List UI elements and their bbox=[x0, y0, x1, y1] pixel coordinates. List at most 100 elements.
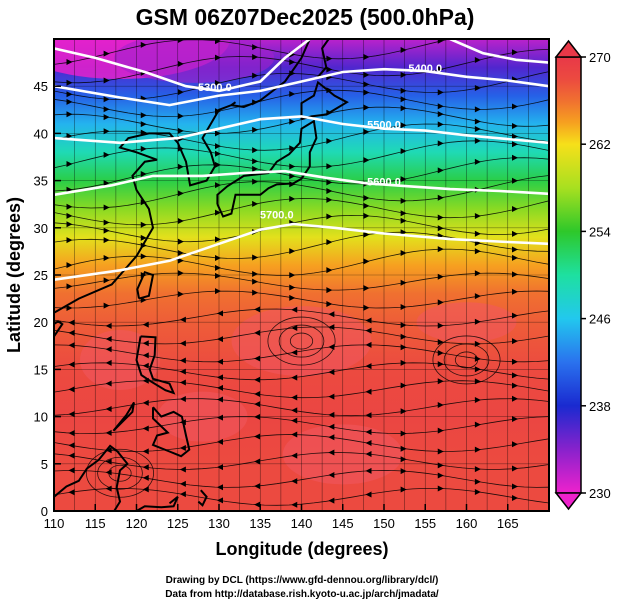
y-axis-ticks: 0 5 10 15 20 25 30 35 40 45 bbox=[34, 79, 61, 519]
wind-arrow bbox=[66, 237, 73, 244]
y-tick-label: 5 bbox=[41, 457, 48, 472]
wind-arrow bbox=[474, 318, 481, 325]
height-contour bbox=[54, 67, 549, 107]
coastline bbox=[151, 406, 191, 458]
wind-arrow bbox=[400, 250, 407, 257]
x-tick-label: 155 bbox=[414, 516, 436, 531]
wind-arrow bbox=[400, 71, 407, 78]
wind-arrow bbox=[512, 372, 518, 379]
height-contour-label: 5400.0 bbox=[408, 63, 442, 75]
streamline bbox=[54, 214, 549, 243]
wind-arrow bbox=[252, 254, 259, 261]
wind-arrow bbox=[179, 480, 186, 487]
wind-arrow bbox=[400, 468, 407, 475]
wind-arrow bbox=[363, 202, 370, 209]
wind-arrow bbox=[68, 319, 75, 326]
wind-arrow bbox=[512, 141, 518, 148]
height-contour-label: 5700.0 bbox=[260, 209, 294, 221]
wind-arrow bbox=[105, 458, 112, 465]
wind-arrow bbox=[512, 122, 518, 129]
streamline bbox=[54, 452, 549, 470]
wind-arrow bbox=[512, 382, 518, 389]
wind-arrow bbox=[254, 390, 261, 397]
x-tick-label: 140 bbox=[291, 516, 313, 531]
coastline bbox=[136, 496, 179, 511]
wind-arrow bbox=[66, 262, 73, 269]
wind-arrow bbox=[140, 112, 147, 119]
wind-arrow bbox=[512, 271, 518, 278]
plot-area: 5300.0 5400.0 5500.0 5600.0 5700.0 bbox=[54, 39, 549, 511]
wind-arrow bbox=[328, 497, 335, 504]
wind-arrow bbox=[215, 130, 221, 137]
wind-arrow bbox=[474, 158, 481, 165]
wind-arrow bbox=[437, 121, 444, 128]
wind-arrow bbox=[328, 369, 335, 376]
x-tick-label: 120 bbox=[126, 516, 148, 531]
wind-arrow bbox=[326, 163, 333, 170]
coastline bbox=[135, 335, 176, 395]
coastline bbox=[300, 80, 349, 121]
wind-arrow bbox=[400, 382, 407, 389]
colorbar-bottom-arrow bbox=[554, 492, 583, 511]
wind-arrow bbox=[365, 341, 372, 348]
x-tick-label: 135 bbox=[249, 516, 271, 531]
wind-arrow bbox=[365, 412, 372, 419]
wind-arrow bbox=[177, 257, 184, 264]
wind-arrow bbox=[400, 217, 407, 224]
wind-arrow bbox=[215, 182, 221, 189]
circulation-ring bbox=[278, 324, 325, 358]
wind-arrow bbox=[140, 171, 147, 178]
wind-arrow bbox=[289, 163, 296, 170]
wind-arrow bbox=[363, 258, 370, 265]
wind-arrow bbox=[66, 160, 73, 167]
wind-arrow bbox=[177, 238, 184, 245]
wind-arrow bbox=[291, 478, 298, 485]
wind-arrow bbox=[217, 484, 223, 491]
wind-arrow bbox=[103, 302, 110, 309]
wind-arrow bbox=[140, 234, 147, 241]
wind-arrow bbox=[103, 219, 110, 226]
wind-arrow bbox=[103, 277, 110, 284]
wind-arrow bbox=[103, 106, 110, 113]
wind-arrow bbox=[437, 103, 444, 110]
wind-arrow bbox=[142, 448, 149, 455]
wind-arrow bbox=[215, 39, 221, 45]
wind-arrow bbox=[474, 248, 481, 255]
colorbar: 230 238 246 254 262 270 bbox=[554, 39, 611, 511]
wind-arrow bbox=[66, 91, 73, 98]
wind-arrow bbox=[363, 231, 370, 238]
wind-arrow bbox=[217, 464, 223, 471]
wind-arrow bbox=[512, 358, 518, 365]
wind-arrow bbox=[252, 44, 259, 51]
wind-arrow bbox=[252, 54, 259, 61]
height-contour-label: 5300.0 bbox=[198, 82, 232, 94]
wind-arrow bbox=[365, 317, 372, 324]
wind-arrow bbox=[105, 336, 112, 343]
x-tick-label: 130 bbox=[208, 516, 230, 531]
height-contour-label: 5600.0 bbox=[367, 176, 401, 188]
wind-arrow bbox=[326, 239, 333, 246]
wind-arrow bbox=[289, 118, 296, 125]
wind-arrow bbox=[326, 187, 333, 194]
wind-arrow bbox=[326, 66, 333, 73]
wind-arrow bbox=[66, 98, 73, 105]
wind-arrow bbox=[474, 106, 481, 113]
colorbar-tick-label: 238 bbox=[589, 399, 611, 414]
wind-arrow bbox=[177, 217, 184, 224]
coastline bbox=[230, 101, 237, 106]
warm-anomalies bbox=[54, 39, 517, 485]
wind-arrow bbox=[512, 230, 518, 237]
wind-arrow bbox=[289, 195, 296, 202]
wind-arrow bbox=[437, 361, 444, 368]
wind-arrow bbox=[252, 126, 259, 133]
wind-arrow bbox=[140, 221, 147, 228]
wind-arrow bbox=[215, 161, 221, 168]
wind-arrow bbox=[289, 91, 296, 98]
wind-arrow bbox=[105, 429, 112, 436]
wind-arrow bbox=[474, 118, 481, 125]
coastline bbox=[216, 119, 318, 218]
wind-arrow bbox=[142, 362, 149, 369]
streamline bbox=[54, 416, 549, 435]
wind-arrow bbox=[252, 165, 259, 172]
wind-arrow bbox=[291, 394, 298, 401]
